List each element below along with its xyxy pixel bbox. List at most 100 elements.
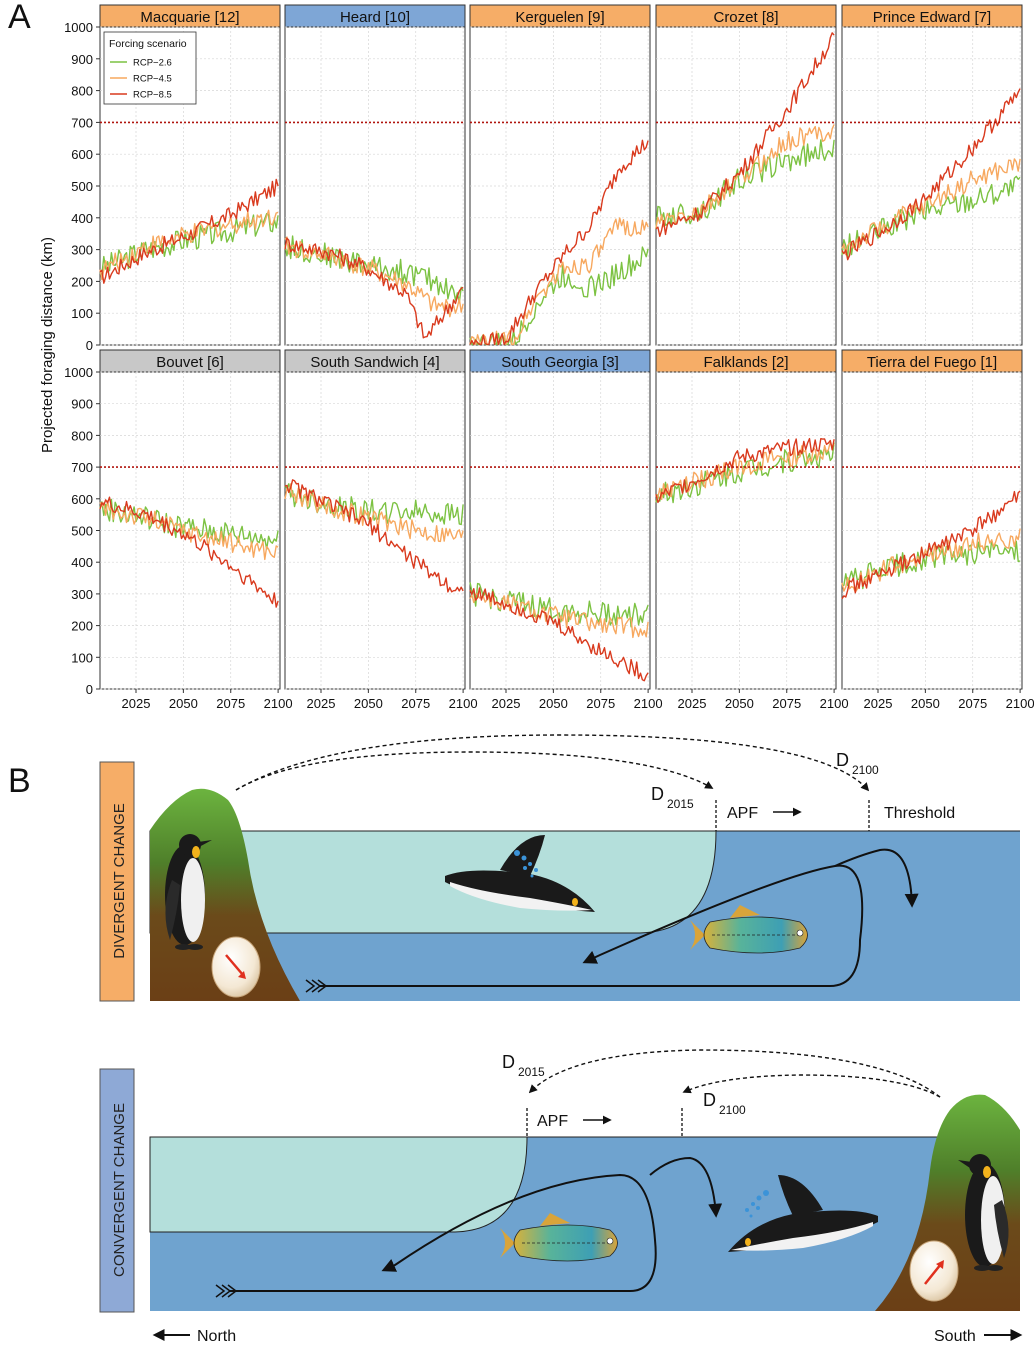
convergent-side-label: CONVERGENT CHANGE xyxy=(111,1103,128,1277)
convergent-dive-arrow xyxy=(649,1156,723,1218)
series-line xyxy=(655,437,835,504)
foraging-distance-chart: Projected foraging distance (km) Macquar… xyxy=(39,4,1034,710)
divergent-apf-label: APF xyxy=(727,805,758,822)
series-line xyxy=(99,178,279,284)
x-tick-label: 2100 xyxy=(820,696,849,710)
series-line xyxy=(841,158,1021,256)
y-tick-label: 600 xyxy=(71,492,93,507)
convergent-apf-label: APF xyxy=(537,1113,568,1130)
facet-title: Heard [10] xyxy=(340,9,410,26)
divergent-feeding-path xyxy=(320,864,864,987)
x-tick-label: 2025 xyxy=(122,696,151,710)
panel-b-label: B xyxy=(8,762,31,800)
x-tick-label: 2075 xyxy=(216,696,245,710)
series-line xyxy=(655,442,835,504)
standing-penguin xyxy=(958,1154,1009,1271)
series-line xyxy=(841,175,1021,259)
facet-title: South Sandwich [4] xyxy=(310,354,439,371)
y-tick-label: 400 xyxy=(71,211,93,226)
legend-entry: RCP−2.6 xyxy=(133,58,172,69)
fish-icon xyxy=(500,1213,618,1262)
facet-panel: Heard [10] xyxy=(284,4,466,346)
divergent-d2100-label: D xyxy=(836,750,849,770)
x-tick-label: 2050 xyxy=(354,696,383,710)
y-tick-label: 500 xyxy=(71,524,93,539)
divergent-d2100-arc xyxy=(235,734,870,792)
x-tick-label: 2075 xyxy=(401,696,430,710)
standing-penguin xyxy=(165,834,212,950)
y-tick-label: 800 xyxy=(71,84,93,99)
y-tick-label: 1000 xyxy=(64,20,93,35)
legend-entry: RCP−8.5 xyxy=(133,90,172,101)
red-arrow-icon xyxy=(225,954,244,976)
swimming-penguin xyxy=(445,835,595,912)
series-line xyxy=(469,587,649,682)
series-line xyxy=(284,237,464,339)
divergent-scenario: DIVERGENT CHANGE xyxy=(99,734,1020,1002)
legend: Forcing scenario RCP−2.6 RCP−4.5 RCP−8.5 xyxy=(103,31,197,105)
divergent-d2100-sub: 2100 xyxy=(852,763,879,777)
x-tick-label: 2050 xyxy=(725,696,754,710)
facet-title: Bouvet [6] xyxy=(156,354,224,371)
y-tick-label: 100 xyxy=(71,306,93,321)
x-tick-label: 2075 xyxy=(586,696,615,710)
series-line xyxy=(469,139,649,346)
y-tick-label: 300 xyxy=(71,243,93,258)
y-tick-label: 600 xyxy=(71,147,93,162)
facet-title: Macquarie [12] xyxy=(140,9,239,26)
x-tick-label: 2025 xyxy=(492,696,521,710)
facet-panel: Crozet [8] xyxy=(655,4,837,346)
y-tick-label: 700 xyxy=(71,115,93,130)
series-line xyxy=(284,483,464,543)
north-label: North xyxy=(197,1328,236,1345)
convergent-tab xyxy=(99,1068,135,1313)
convergent-scenario: CONVERGENT CHANGE xyxy=(99,1049,1020,1313)
facet-panel: South Georgia [3] 2025 2050 2075 2100 xyxy=(469,349,663,710)
facet-panel: Tierra del Fuego [1] 2025 2050 2075 2100 xyxy=(841,349,1034,710)
convergent-cold-water xyxy=(149,1136,528,1233)
x-tick-label: 2100 xyxy=(1006,696,1034,710)
y-tick-label: 900 xyxy=(71,397,93,412)
legend-title: Forcing scenario xyxy=(109,38,187,50)
y-tick-label: 500 xyxy=(71,179,93,194)
facet-grid: Macquarie [12] 0 100 200 300 400 500 600 700 800 9… xyxy=(64,4,1034,710)
y-tick-label: 1000 xyxy=(64,365,93,380)
series-line xyxy=(655,441,835,501)
x-tick-label: 2025 xyxy=(678,696,707,710)
facet-title: Prince Edward [7] xyxy=(873,9,991,26)
divergent-d2015-arc xyxy=(235,751,714,791)
divergent-side-label: DIVERGENT CHANGE xyxy=(111,803,128,959)
south-label: South xyxy=(934,1328,976,1345)
series-line xyxy=(284,235,464,304)
convergent-d2100-arc xyxy=(682,1074,941,1098)
facet-panel: Prince Edward [7] xyxy=(841,4,1023,346)
x-tick-label: 2050 xyxy=(911,696,940,710)
panel-a-label: A xyxy=(8,0,31,36)
x-tick-label: 2100 xyxy=(449,696,478,710)
threshold-label: Threshold xyxy=(884,805,955,822)
y-tick-label: 100 xyxy=(71,650,93,665)
facet-panel: Falklands [2] 2025 2050 2075 2100 xyxy=(655,349,849,710)
facet-title: Kerguelen [9] xyxy=(515,9,604,26)
y-tick-label: 900 xyxy=(71,52,93,67)
divergent-dive-arrow xyxy=(834,848,919,908)
x-tick-label: 2050 xyxy=(169,696,198,710)
facet-panel: Kerguelen [9] xyxy=(469,4,651,346)
series-line xyxy=(841,88,1021,261)
facet-title: Tierra del Fuego [1] xyxy=(867,354,997,371)
y-tick-label: 700 xyxy=(71,460,93,475)
series-line xyxy=(99,500,279,561)
y-tick-label: 800 xyxy=(71,428,93,443)
x-tick-label: 2075 xyxy=(958,696,987,710)
convergent-d2015-sub: 2015 xyxy=(518,1065,545,1079)
facet-title: Falklands [2] xyxy=(703,354,788,371)
convergent-d2100-label: D xyxy=(703,1090,716,1110)
swimming-penguin xyxy=(728,1175,878,1252)
legend-box xyxy=(103,31,197,105)
y-tick-label: 200 xyxy=(71,274,93,289)
x-tick-label: 2050 xyxy=(539,696,568,710)
red-arrow-icon xyxy=(924,1263,942,1285)
convergent-d2015-label: D xyxy=(502,1052,515,1072)
convergent-feeding-path xyxy=(230,1173,657,1292)
series-line xyxy=(469,582,649,628)
